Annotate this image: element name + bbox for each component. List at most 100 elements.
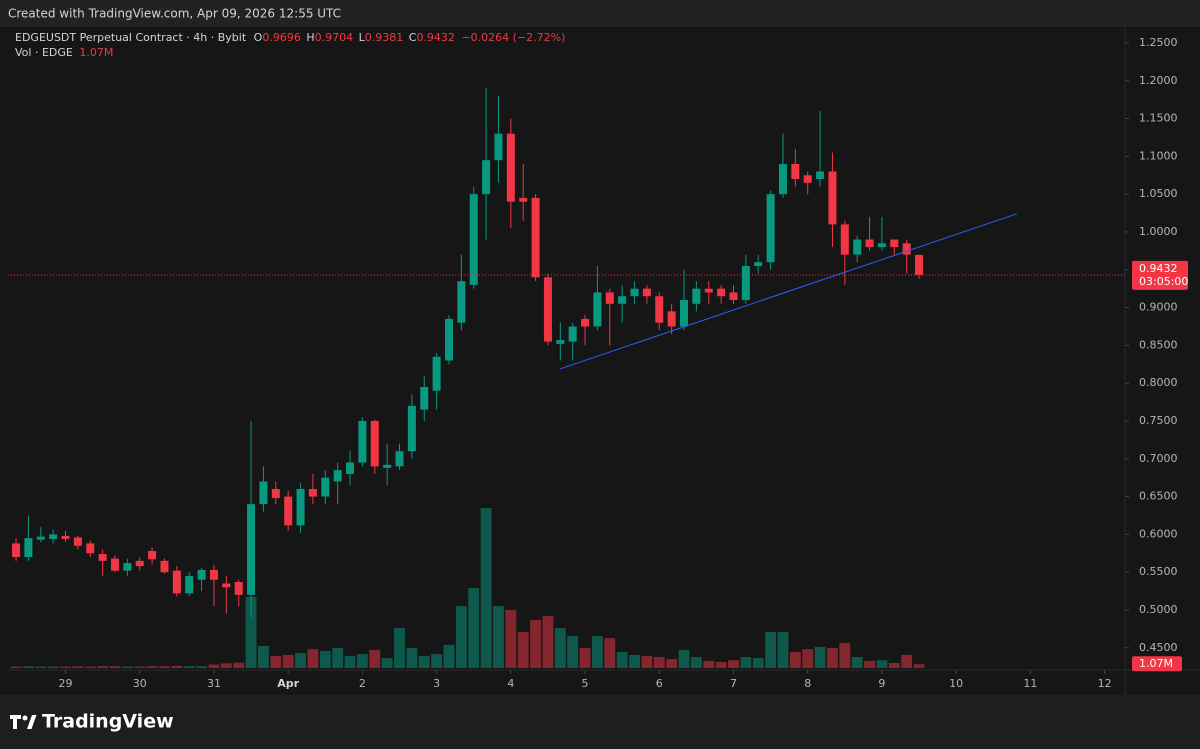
candle-body <box>407 405 416 452</box>
candle-body <box>284 496 293 526</box>
y-tick-label: 1.2500 <box>1139 36 1178 49</box>
volume-bar <box>72 666 84 668</box>
candle-body <box>420 386 429 410</box>
volume-bar <box>468 588 480 668</box>
volume-bar <box>888 663 900 668</box>
y-tick-label: 1.0500 <box>1139 187 1178 200</box>
open-value: 0.9696 <box>262 31 301 44</box>
volume-badge-value: 1.07M <box>1139 657 1173 670</box>
candle-body <box>865 239 874 248</box>
volume-bar <box>765 632 777 668</box>
volume-header: Vol · EDGE 1.07M <box>15 46 113 59</box>
candle-body <box>135 560 144 567</box>
candle-body <box>469 194 478 285</box>
top-bar <box>0 0 1200 27</box>
candle-body <box>172 570 181 594</box>
candle-body <box>24 538 33 558</box>
candle-body <box>222 583 231 588</box>
volume-bar <box>183 666 195 668</box>
x-tick-label: 7 <box>730 677 737 690</box>
volume-bar <box>554 628 566 668</box>
candle-body <box>148 551 157 560</box>
volume-bar <box>319 650 331 668</box>
candle-body <box>766 194 775 263</box>
close-prefix: C <box>409 31 417 44</box>
y-tick-label: 0.5500 <box>1139 565 1178 578</box>
candle-body <box>346 462 355 474</box>
volume-bar <box>307 649 319 668</box>
volume-bar <box>431 654 443 668</box>
volume-bar <box>282 654 294 668</box>
x-tick-label: 31 <box>207 677 221 690</box>
candle-body <box>247 504 256 595</box>
volume-last: 1.07M <box>79 46 113 59</box>
close-value: 0.9432 <box>416 31 455 44</box>
volume-bar <box>901 654 913 668</box>
volume-bar <box>381 658 393 668</box>
y-tick-label: 0.8500 <box>1139 338 1178 351</box>
candle-body <box>321 477 330 497</box>
candle-body <box>432 356 441 391</box>
candle-body <box>593 292 602 327</box>
candle-body <box>877 243 886 248</box>
volume-bar <box>356 654 368 668</box>
volume-bar <box>827 648 838 668</box>
volume-badge <box>1132 656 1182 672</box>
candle-body <box>853 239 862 255</box>
candle-body <box>754 262 763 266</box>
candle-body <box>86 543 95 554</box>
candle-body <box>803 175 812 183</box>
volume-bar <box>579 648 591 668</box>
x-tick-label: 4 <box>507 677 514 690</box>
volume-bar <box>270 655 282 668</box>
volume-bar <box>258 645 269 668</box>
volume-bar <box>715 661 727 668</box>
candle-body <box>680 300 689 327</box>
candle-body <box>98 554 107 561</box>
volume-bar <box>455 606 467 668</box>
volume-bar <box>517 632 529 668</box>
x-tick-label: 11 <box>1023 677 1037 690</box>
candle-body <box>61 535 70 539</box>
candle-body <box>581 318 590 327</box>
candle-body <box>828 171 837 225</box>
candle-body <box>308 489 317 497</box>
candle-body <box>12 543 21 558</box>
candle-body <box>185 575 194 594</box>
x-tick-label: 2 <box>359 677 366 690</box>
volume-bar <box>22 666 34 668</box>
volume-bar <box>344 655 356 668</box>
x-tick-label: 5 <box>582 677 589 690</box>
volume-bar <box>146 666 158 668</box>
candle-body <box>890 239 899 248</box>
volume-bar <box>616 652 628 668</box>
volume-bar <box>332 648 344 668</box>
candle-body <box>729 292 738 301</box>
volume-bar <box>406 648 418 668</box>
volume-bar <box>802 649 814 668</box>
candle-body <box>543 277 552 342</box>
volume-bar <box>505 610 517 668</box>
volume-bar <box>839 643 851 668</box>
volume-bar <box>814 647 826 668</box>
volume-bar <box>789 652 801 668</box>
candle-body <box>197 569 206 580</box>
x-tick-label: 12 <box>1098 677 1112 690</box>
brand-logo <box>10 715 37 729</box>
price-badge-value: 0.9432 <box>1139 262 1178 275</box>
candle-body <box>395 451 404 467</box>
x-tick-label: 10 <box>949 677 963 690</box>
candle-body <box>568 326 577 342</box>
volume-bar <box>233 662 245 668</box>
x-tick-label: 30 <box>133 677 147 690</box>
volume-bar <box>134 666 146 668</box>
y-tick-label: 0.6000 <box>1139 527 1178 540</box>
candle-body <box>482 160 491 195</box>
y-tick-label: 1.1500 <box>1139 112 1178 125</box>
x-tick-label: 8 <box>804 677 811 690</box>
volume-bar <box>604 638 616 668</box>
low-prefix: L <box>359 31 366 44</box>
volume-bar <box>220 663 232 668</box>
volume-bar <box>97 666 109 668</box>
